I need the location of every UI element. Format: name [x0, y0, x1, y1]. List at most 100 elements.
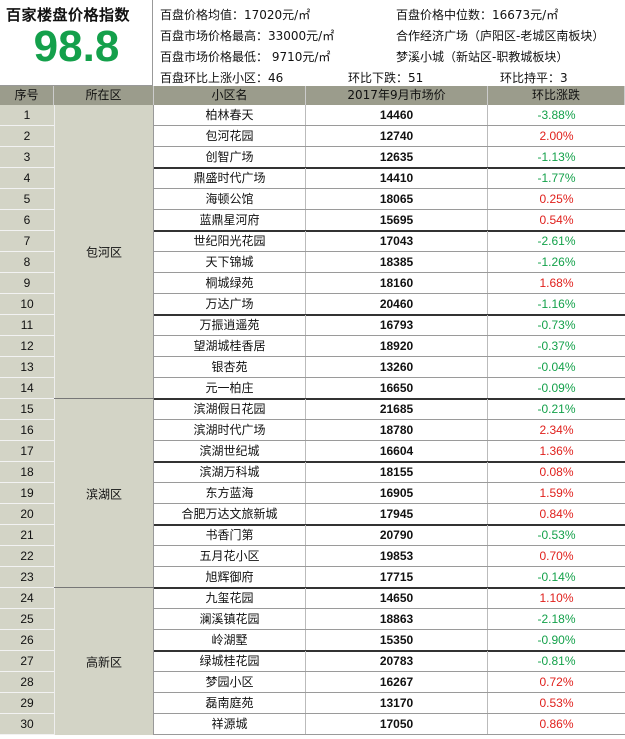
row-number: 15 — [0, 399, 54, 420]
row-number: 5 — [0, 189, 54, 210]
row-number: 12 — [0, 336, 54, 357]
project-name: 蓝鼎星河府 — [154, 210, 306, 231]
market-price: 13260 — [306, 357, 488, 378]
table-row: 26 岭湖墅 15350 -0.90% — [0, 630, 625, 651]
price-change: -0.53% — [537, 528, 576, 542]
table-row: 3 创智广场 12635 -1.13% — [0, 147, 625, 168]
row-divider — [154, 377, 625, 378]
row-divider — [154, 356, 625, 357]
row-divider — [154, 650, 625, 652]
market-price: 16267 — [306, 672, 488, 693]
price-change: -0.04% — [537, 360, 576, 374]
table-row: 2 包河花园 12740 2.00% — [0, 126, 625, 147]
project-name: 元一柏庄 — [154, 378, 306, 399]
price-change: 1.59% — [539, 486, 574, 500]
row-divider — [154, 293, 625, 294]
market-price: 17043 — [306, 231, 488, 252]
row-divider — [154, 671, 625, 672]
project-name: 世纪阳光花园 — [154, 231, 306, 252]
price-change: 2.00% — [539, 129, 574, 143]
table-row: 4 鼎盛时代广场 14410 -1.77% — [0, 168, 625, 189]
market-price: 12635 — [306, 147, 488, 168]
project-name: 柏林春天 — [154, 105, 306, 126]
price-change: -2.18% — [537, 612, 576, 626]
table-row: 7 世纪阳光花园 17043 -2.61% — [0, 231, 625, 252]
district-name: 包河区 — [85, 245, 122, 260]
price-change: -0.09% — [537, 381, 576, 395]
project-name: 鼎盛时代广场 — [154, 168, 306, 189]
row-number: 17 — [0, 441, 54, 462]
market-price: 17945 — [306, 504, 488, 525]
market-price: 17715 — [306, 567, 488, 588]
min-project: 梦溪小城（新站区-职教城板块） — [396, 50, 569, 64]
project-name: 合肥万达文旅新城 — [154, 504, 306, 525]
market-price: 21685 — [306, 399, 488, 420]
row-number: 10 — [0, 294, 54, 315]
price-change: 1.10% — [539, 591, 574, 605]
row-divider — [154, 587, 625, 589]
row-divider — [154, 461, 625, 463]
project-name: 滨湖万科城 — [154, 462, 306, 483]
table-row: 16 滨湖时代广场 18780 2.34% — [0, 420, 625, 441]
row-divider — [154, 272, 625, 273]
market-price: 18780 — [306, 420, 488, 441]
project-name: 旭辉御府 — [154, 567, 306, 588]
project-name: 海顿公馆 — [154, 189, 306, 210]
table-row: 22 五月花小区 19853 0.70% — [0, 546, 625, 567]
market-price: 14650 — [306, 588, 488, 609]
table-row: 20 合肥万达文旅新城 17945 0.84% — [0, 504, 625, 525]
project-name: 万达广场 — [154, 294, 306, 315]
table-row: 19 东方蓝海 16905 1.59% — [0, 483, 625, 504]
project-name: 银杏苑 — [154, 357, 306, 378]
price-change: -1.26% — [537, 255, 576, 269]
price-change: 1.68% — [539, 276, 574, 290]
index-title: 百家楼盘价格指数 — [6, 6, 131, 24]
price-change: -0.14% — [537, 570, 576, 584]
row-number: 14 — [0, 378, 54, 399]
district-cell: 高新区 — [54, 588, 154, 735]
row-divider — [154, 188, 625, 189]
column-header-no: 序号 — [0, 86, 54, 105]
project-name: 五月花小区 — [154, 546, 306, 567]
price-change: -2.61% — [537, 234, 576, 248]
market-price: 14410 — [306, 168, 488, 189]
row-divider — [154, 482, 625, 483]
table-row: 29 磊南庭苑 13170 0.53% — [0, 693, 625, 714]
price-change: 0.70% — [539, 549, 574, 563]
project-name: 东方蓝海 — [154, 483, 306, 504]
row-divider — [154, 524, 625, 526]
price-change: 0.86% — [539, 717, 574, 731]
price-change: -0.21% — [537, 402, 576, 416]
row-number: 23 — [0, 567, 54, 588]
table-row: 17 滨湖世纪城 16604 1.36% — [0, 441, 625, 462]
table-row: 11 万振逍遥苑 16793 -0.73% — [0, 315, 625, 336]
row-divider — [154, 692, 625, 693]
row-divider — [154, 608, 625, 609]
flat-count: 环比持平：3 — [500, 71, 568, 85]
table-row: 6 蓝鼎星河府 15695 0.54% — [0, 210, 625, 231]
price-change: 2.34% — [539, 423, 574, 437]
row-number: 20 — [0, 504, 54, 525]
row-number: 1 — [0, 105, 54, 126]
column-header-price: 2017年9月市场价 — [306, 86, 488, 105]
project-name: 绿城桂花园 — [154, 651, 306, 672]
price-change: -3.88% — [537, 108, 576, 122]
row-number: 21 — [0, 525, 54, 546]
district-divider — [54, 587, 154, 588]
max-price: 百盘市场价格最高：33000元/㎡ — [160, 29, 335, 43]
project-name: 滨湖时代广场 — [154, 420, 306, 441]
project-name: 九玺花园 — [154, 588, 306, 609]
row-divider — [154, 335, 625, 336]
column-header-name: 小区名 — [154, 86, 306, 105]
row-number: 22 — [0, 546, 54, 567]
row-number: 16 — [0, 420, 54, 441]
table-row: 21 书香门第 20790 -0.53% — [0, 525, 625, 546]
price-change: -1.16% — [537, 297, 576, 311]
row-divider — [154, 629, 625, 630]
row-number: 6 — [0, 210, 54, 231]
row-number: 24 — [0, 588, 54, 609]
price-change: -0.81% — [537, 654, 576, 668]
table-row: 9 桐城绿苑 18160 1.68% — [0, 273, 625, 294]
index-value: 98.8 — [33, 22, 120, 71]
